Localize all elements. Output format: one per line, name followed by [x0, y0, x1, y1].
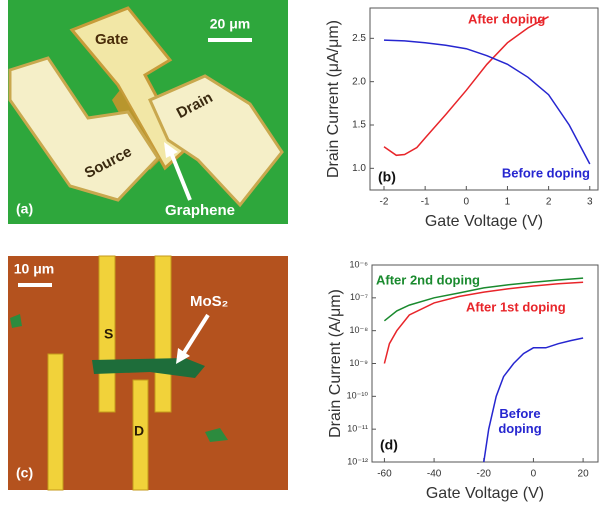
series-label: Before doping — [502, 165, 590, 180]
x-tick-label: 0 — [464, 197, 470, 208]
y-tick-label: 2.5 — [352, 33, 366, 44]
x-tick-label: -60 — [377, 469, 392, 480]
y-tick-label: 10⁻⁸ — [349, 325, 368, 335]
series-label: After 2nd doping — [376, 272, 480, 287]
y-tick-label: 10⁻¹² — [347, 456, 368, 466]
x-tick-label: 0 — [531, 469, 537, 480]
panel-label: (b) — [378, 169, 396, 185]
y-axis-label: Drain Current (A/μm) — [327, 289, 344, 438]
panel-label: (c) — [16, 465, 33, 481]
y-tick-label: 10⁻¹⁰ — [347, 391, 369, 401]
x-tick-label: -20 — [477, 469, 492, 480]
series-label: After doping — [468, 11, 545, 26]
material-label: MoS₂ — [190, 293, 228, 310]
y-tick-label: 10⁻⁷ — [350, 292, 368, 302]
plot-frame — [370, 8, 598, 190]
y-tick-label: 2.0 — [352, 76, 366, 87]
micrograph-a: Gate 20 μm Drain Source Graphene (a) — [8, 0, 288, 224]
x-tick-label: -40 — [427, 469, 442, 480]
figure: Gate 20 μm Drain Source Graphene (a) 10 … — [0, 0, 612, 510]
x-axis-label: Gate Voltage (V) — [426, 485, 544, 502]
y-axis-label: Drain Current (μA/μm) — [325, 20, 342, 178]
x-tick-label: -2 — [380, 197, 389, 208]
series-label: Before doping — [490, 406, 550, 436]
panel-label: (d) — [380, 437, 398, 453]
source-label: S — [104, 326, 113, 342]
data-line — [384, 40, 590, 164]
x-tick-label: 3 — [587, 197, 593, 208]
data-line — [384, 282, 583, 363]
x-tick-label: 20 — [578, 469, 590, 480]
series-label: After 1st doping — [466, 299, 566, 314]
plot-frame — [372, 265, 598, 462]
y-tick-label: 1.0 — [352, 163, 366, 174]
y-tick-label: 10⁻¹¹ — [347, 424, 368, 434]
drain-label: D — [134, 423, 144, 439]
x-axis-label: Gate Voltage (V) — [425, 213, 543, 230]
panel-label: (a) — [16, 201, 33, 217]
graphene-label: Graphene — [165, 202, 235, 219]
scale-label: 10 μm — [14, 261, 54, 277]
y-tick-label: 10⁻⁶ — [350, 259, 369, 269]
x-tick-label: 1 — [505, 197, 511, 208]
y-tick-label: 10⁻⁹ — [349, 358, 368, 368]
x-tick-label: 2 — [546, 197, 552, 208]
y-tick-label: 1.5 — [352, 120, 366, 131]
data-line — [384, 17, 549, 156]
x-tick-label: -1 — [421, 197, 430, 208]
scale-label: 20 μm — [210, 16, 250, 32]
gate-label: Gate — [95, 31, 128, 48]
micrograph-c: 10 μm MoS₂ S D (c) — [8, 256, 288, 490]
data-line — [484, 338, 583, 462]
